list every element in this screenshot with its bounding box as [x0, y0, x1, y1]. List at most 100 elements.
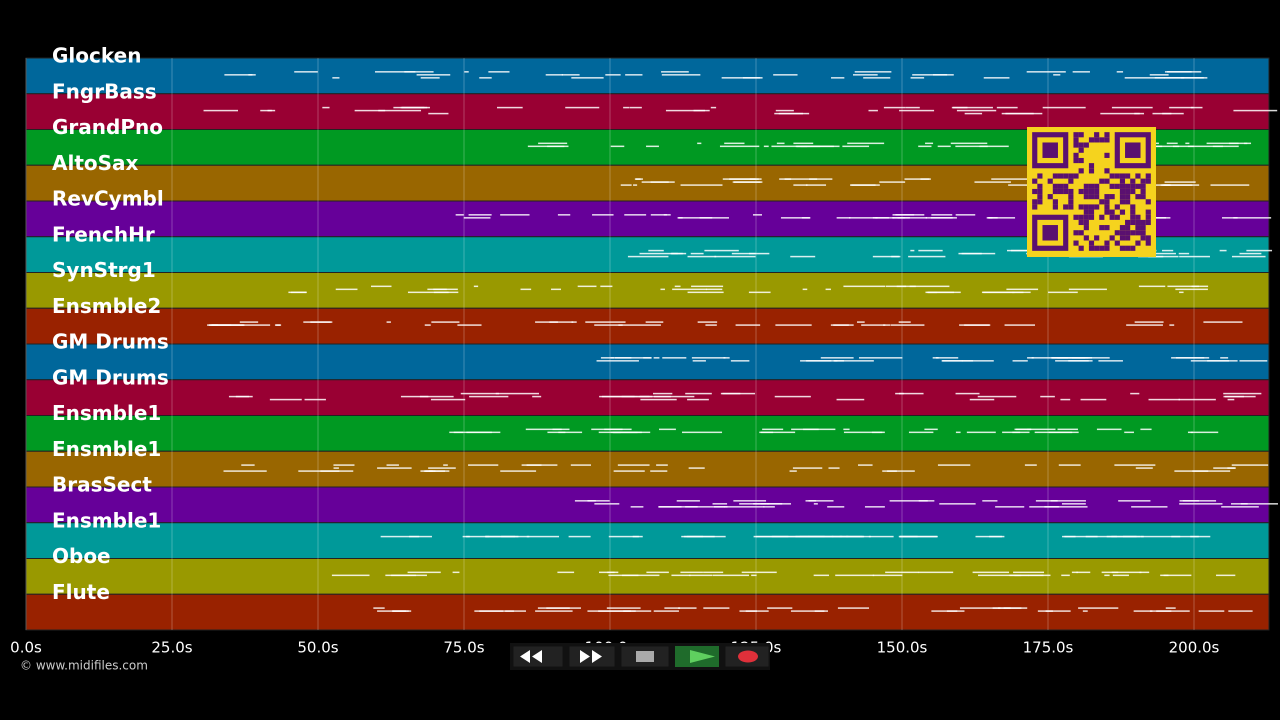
note: [939, 503, 976, 505]
note: [689, 574, 713, 577]
note: [374, 71, 416, 73]
time-tick-label: 75.0s: [443, 639, 484, 657]
qr-cell: [1145, 178, 1151, 184]
note: [466, 431, 501, 434]
note: [1042, 106, 1086, 109]
note: [955, 145, 988, 148]
note: [207, 324, 245, 326]
note: [650, 214, 667, 216]
qr-cell: [1068, 188, 1074, 195]
note: [767, 607, 793, 609]
qr-cell: [1052, 188, 1058, 195]
note: [836, 398, 865, 401]
qr-cell: [1140, 219, 1146, 226]
note: [1131, 506, 1168, 508]
qr-cell: [1125, 245, 1131, 251]
qr-cell: [1104, 152, 1110, 158]
note: [678, 607, 697, 609]
note: [1100, 112, 1145, 115]
note: [419, 395, 454, 398]
note: [910, 77, 925, 79]
note: [918, 571, 954, 574]
note: [1024, 464, 1037, 466]
qr-cell: [1109, 183, 1115, 189]
qr-cell: [1094, 245, 1100, 251]
note: [331, 574, 370, 577]
qr-cell: [1104, 245, 1110, 251]
note: [935, 357, 959, 359]
note: [895, 392, 924, 395]
note: [1178, 252, 1190, 255]
note: [333, 464, 355, 466]
qr-cell: [1145, 209, 1151, 215]
qr-cell: [1104, 225, 1110, 231]
note: [733, 181, 761, 183]
note: [910, 249, 915, 252]
note: [612, 431, 642, 434]
note: [790, 255, 816, 258]
qr-cell: [1088, 240, 1095, 246]
note: [416, 74, 451, 76]
qr-cell: [1083, 183, 1089, 189]
note: [835, 574, 875, 577]
note: [678, 217, 713, 219]
note: [1007, 249, 1040, 252]
note: [1192, 470, 1231, 472]
note: [1225, 395, 1256, 398]
stop-button[interactable]: [620, 645, 670, 668]
play-button[interactable]: [675, 646, 719, 667]
note: [959, 324, 990, 326]
note: [428, 112, 449, 115]
note: [759, 431, 796, 434]
note: [803, 428, 836, 431]
note: [724, 506, 765, 508]
note: [864, 506, 885, 508]
note: [660, 288, 665, 291]
note: [1053, 74, 1061, 76]
qr-cell: [1099, 178, 1105, 184]
note: [430, 398, 466, 401]
track-row: [25, 57, 1270, 95]
note: [1085, 535, 1117, 538]
note: [500, 214, 530, 216]
note: [729, 178, 759, 180]
qr-cell: [1140, 235, 1146, 241]
note: [561, 74, 580, 76]
qr-cell: [1068, 173, 1074, 179]
note: [629, 106, 642, 109]
note: [1239, 360, 1268, 362]
record-button[interactable]: [724, 645, 770, 668]
note: [776, 142, 785, 145]
note: [288, 291, 307, 294]
track-label: Ensmble1: [52, 437, 161, 461]
note: [1164, 181, 1196, 183]
note: [778, 112, 804, 115]
note: [956, 109, 997, 112]
rewind-button[interactable]: [512, 645, 564, 668]
note: [792, 467, 823, 469]
note: [879, 181, 906, 183]
note: [427, 288, 447, 291]
note: [1216, 574, 1236, 577]
note: [830, 324, 849, 326]
forward-button[interactable]: [568, 645, 616, 668]
time-tick-label: 175.0s: [1023, 639, 1074, 657]
note: [687, 255, 717, 258]
note: [599, 395, 635, 398]
note: [1072, 71, 1090, 73]
qr-cell: [1047, 178, 1053, 184]
note: [872, 574, 903, 577]
note: [320, 470, 354, 472]
qr-cell: [1135, 173, 1141, 179]
note: [1116, 71, 1124, 73]
qr-cell: [1083, 142, 1089, 148]
qr-cell: [1109, 235, 1115, 241]
note: [633, 184, 638, 186]
note: [837, 607, 870, 609]
track-row: [25, 307, 1270, 345]
note: [1227, 398, 1235, 401]
note: [780, 217, 811, 219]
note: [800, 360, 832, 362]
note: [972, 571, 1010, 574]
note: [592, 214, 614, 216]
